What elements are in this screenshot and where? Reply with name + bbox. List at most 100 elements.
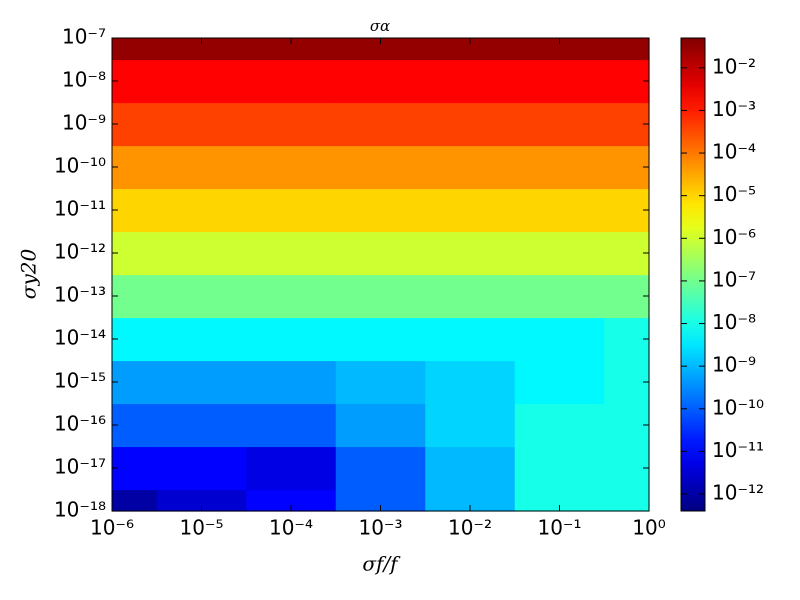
heatmap-cell — [425, 317, 516, 362]
colorbar-tick-label: 10⁻¹⁰ — [712, 395, 764, 419]
x-axis-label: σf/f — [362, 552, 401, 576]
heatmap-cell — [246, 102, 337, 147]
heatmap-cell — [604, 317, 650, 362]
heatmap-cell — [425, 231, 516, 276]
y-tick-label: 10⁻¹⁵ — [54, 369, 106, 393]
y-tick-label: 10⁻¹⁷ — [54, 455, 106, 479]
colorbar — [680, 37, 706, 512]
y-tick-label: 10⁻⁹ — [62, 111, 106, 135]
y-tick-label: 10⁻⁷ — [62, 25, 106, 49]
heatmap-cell — [604, 231, 650, 276]
heatmap-cell — [514, 188, 605, 233]
colorbar-tick-label: 10⁻⁴ — [712, 140, 756, 164]
heatmap-cell — [604, 102, 650, 147]
y-tick-label: 10⁻¹⁸ — [54, 498, 106, 522]
heatmap-cell — [112, 360, 158, 405]
heatmap-cell — [246, 317, 337, 362]
heatmap-cell — [156, 38, 247, 61]
heatmap-cell — [604, 59, 650, 104]
heatmap-cell — [604, 489, 650, 512]
y-tick-label: 10⁻¹⁰ — [54, 154, 106, 178]
y-tick-label: 10⁻¹¹ — [54, 197, 106, 221]
heatmap-cell — [156, 317, 247, 362]
heatmap-cell — [514, 489, 605, 512]
heatmap-cell — [425, 102, 516, 147]
heatmap-cell — [156, 274, 247, 319]
colorbar-tick-label: 10⁻⁸ — [712, 310, 756, 334]
y-tick-label: 10⁻⁸ — [62, 68, 106, 92]
heatmap-cell — [112, 145, 158, 190]
heatmap-cell — [514, 145, 605, 190]
colorbar-tick-label: 10⁻² — [712, 54, 756, 78]
y-tick-label: 10⁻¹³ — [54, 283, 106, 307]
heatmap-cell — [335, 188, 426, 233]
heatmap-cell — [514, 102, 605, 147]
heatmap-cell — [604, 38, 650, 61]
heatmap-cell — [425, 188, 516, 233]
heatmap-cell — [514, 231, 605, 276]
colorbar-tick-label: 10⁻⁹ — [712, 353, 756, 377]
heatmap-cell — [604, 403, 650, 448]
heatmap-cell — [335, 446, 426, 491]
heatmap-cell — [425, 59, 516, 104]
heatmap-cell — [246, 360, 337, 405]
heatmap-cell — [335, 59, 426, 104]
heatmap-cell — [112, 102, 158, 147]
heatmap-cell — [425, 38, 516, 61]
heatmap-cell — [604, 274, 650, 319]
heatmap-cell — [514, 317, 605, 362]
heatmap-cell — [604, 446, 650, 491]
heatmap-cell — [156, 489, 247, 512]
heatmap-cell — [156, 403, 247, 448]
heatmap-cell — [156, 102, 247, 147]
colorbar-tick-label: 10⁻⁷ — [712, 267, 756, 291]
x-tick-label: 10⁻⁶ — [90, 516, 134, 540]
heatmap-cell — [246, 59, 337, 104]
heatmap-cell — [514, 360, 605, 405]
heatmap-cell — [425, 403, 516, 448]
heatmap-cell — [112, 38, 158, 61]
colorbar-tick-label: 10⁻³ — [712, 97, 756, 121]
heatmap-cell — [112, 274, 158, 319]
x-tick-label: 10⁻⁵ — [179, 516, 223, 540]
heatmap-cell — [246, 403, 337, 448]
heatmap-cell — [156, 446, 247, 491]
heatmap-cell — [335, 489, 426, 512]
heatmap-cell — [246, 38, 337, 61]
heatmap-cell — [246, 188, 337, 233]
heatmap-cell — [112, 489, 158, 512]
heatmap-cell — [335, 403, 426, 448]
heatmap-cell — [335, 102, 426, 147]
colorbar-tick-label: 10⁻⁶ — [712, 225, 756, 249]
heatmap-cell — [604, 145, 650, 190]
y-tick-label: 10⁻¹⁴ — [54, 326, 106, 350]
chart-title: σα — [370, 17, 390, 35]
x-tick-label: 10⁻¹ — [537, 516, 581, 540]
heatmap-cell — [425, 145, 516, 190]
heatmap-cell — [604, 360, 650, 405]
heatmap-cell — [335, 317, 426, 362]
heatmap-cell — [112, 403, 158, 448]
heatmap-cell — [604, 188, 650, 233]
x-tick-label: 10⁻⁴ — [269, 516, 313, 540]
y-tick-label: 10⁻¹² — [54, 240, 106, 264]
heatmap-cell — [335, 360, 426, 405]
heatmap-cell — [112, 188, 158, 233]
heatmap-cell — [156, 145, 247, 190]
x-tick-label: 10⁰ — [632, 516, 665, 540]
heatmap-cell — [425, 446, 516, 491]
x-tick-label: 10⁻³ — [358, 516, 402, 540]
heatmap-cell — [246, 145, 337, 190]
heatmap-cell — [514, 403, 605, 448]
colorbar-tick-label: 10⁻⁵ — [712, 182, 756, 206]
heatmap-cell — [425, 360, 516, 405]
heatmap-cell — [335, 231, 426, 276]
heatmap-cell — [112, 231, 158, 276]
y-tick-label: 10⁻¹⁶ — [54, 412, 106, 436]
heatmap-cell — [246, 231, 337, 276]
heatmap-cell — [514, 274, 605, 319]
colorbar-tick-label: 10⁻¹¹ — [712, 438, 764, 462]
heatmap-cell — [335, 274, 426, 319]
heatmap-cell — [246, 446, 337, 491]
